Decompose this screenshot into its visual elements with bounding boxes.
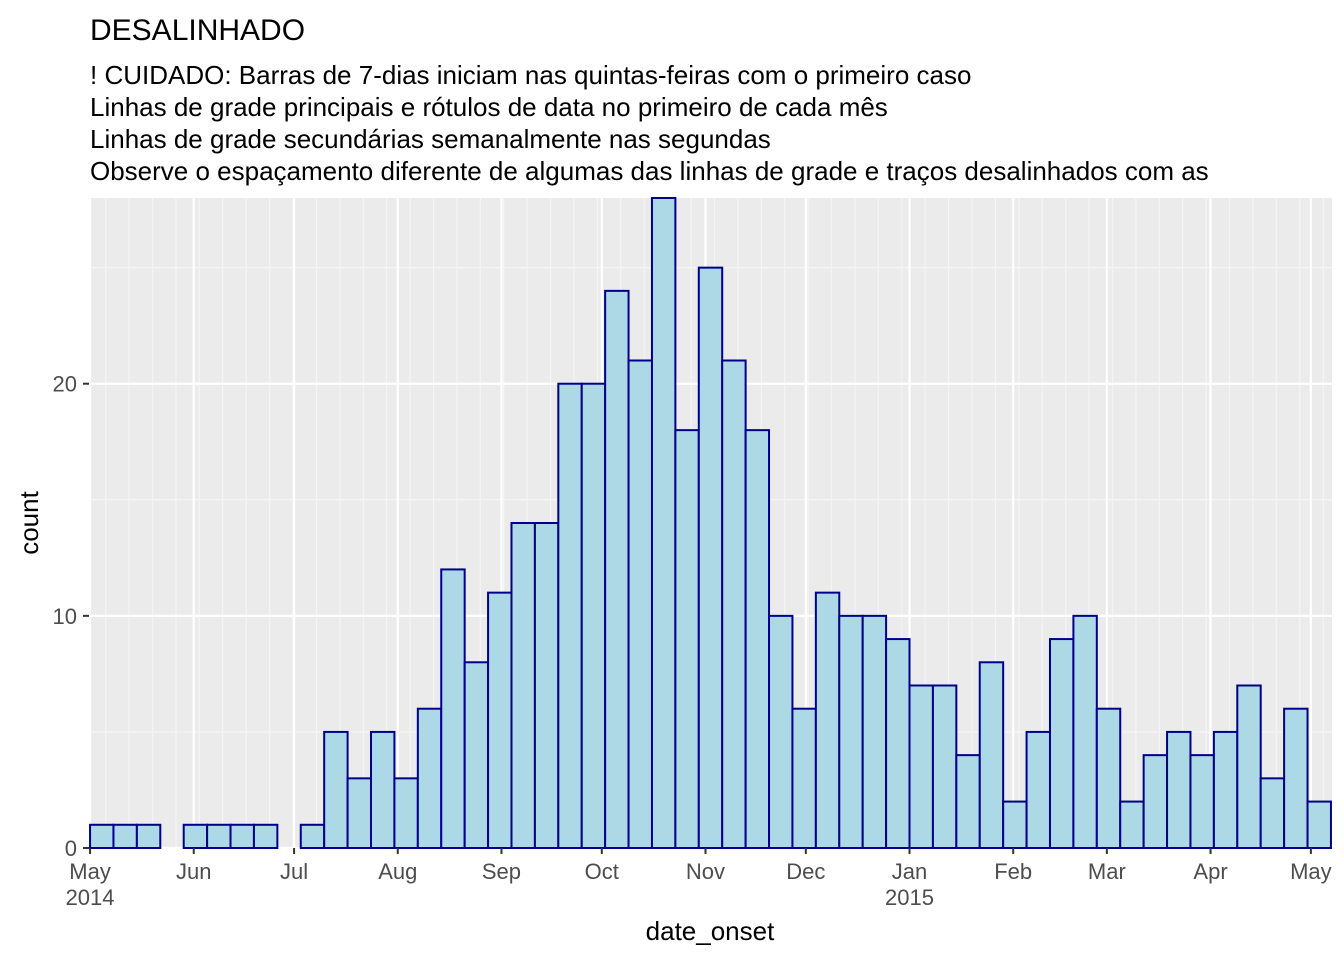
histogram-bar xyxy=(861,614,888,849)
chart-title: DESALINHADO xyxy=(90,14,305,47)
histogram-bar xyxy=(252,823,279,849)
histogram-bar xyxy=(206,823,232,849)
histogram-bar xyxy=(885,638,911,849)
histogram-bar xyxy=(299,823,326,849)
x-tick-label: Dec xyxy=(786,859,825,884)
chart-subtitle-line-3: Linhas de grade secundárias semanalmente… xyxy=(90,124,771,154)
histogram-bar xyxy=(814,591,841,850)
histogram-bar xyxy=(229,823,255,849)
histogram-bar xyxy=(908,684,934,849)
histogram-bar xyxy=(510,522,536,849)
y-axis: 0 10 20 xyxy=(53,372,89,861)
histogram-bar xyxy=(580,382,607,849)
histogram-bar xyxy=(1166,730,1192,850)
x-tick-label: Mar xyxy=(1088,859,1126,884)
bars xyxy=(89,197,1332,850)
histogram-bar xyxy=(791,707,817,850)
y-tick-label: 10 xyxy=(53,604,77,629)
histogram-bar xyxy=(978,661,1005,849)
y-tick-label: 20 xyxy=(53,372,77,397)
x-tick-label: Oct xyxy=(585,859,619,884)
histogram-bar xyxy=(697,266,724,849)
x-tick-label: Aug xyxy=(378,859,417,884)
x-axis-title: date_onset xyxy=(646,916,775,946)
histogram-bar xyxy=(1212,730,1239,850)
chart-subtitle-line-2: Linhas de grade principais e rótulos de … xyxy=(90,92,888,122)
histogram-bar xyxy=(1119,800,1145,849)
x-tick-label: May xyxy=(1290,859,1332,884)
histogram-bar xyxy=(487,591,513,850)
x-tick-label: Apr xyxy=(1193,859,1227,884)
histogram-bar xyxy=(1259,777,1286,849)
x-tick-label: Jan 2015 xyxy=(885,859,934,910)
histogram-bar xyxy=(323,730,349,850)
x-axis: May 2014 Jun Jul Aug Sep Oct Nov Dec Jan 2015 Feb Ma… xyxy=(66,848,1332,910)
histogram-bar xyxy=(346,777,373,849)
histogram-bar xyxy=(1048,638,1075,849)
y-tick-label: 0 xyxy=(65,836,77,861)
x-tick-label: Feb xyxy=(994,859,1032,884)
histogram-bar xyxy=(744,429,771,849)
chart-subtitle-line-4: Observe o espaçamento diferente de algum… xyxy=(90,156,1209,186)
x-tick-label: Nov xyxy=(686,859,725,884)
histogram-bar xyxy=(370,730,396,850)
histogram-bar xyxy=(1283,707,1309,850)
histogram-bar xyxy=(533,522,560,849)
histogram-bar xyxy=(931,684,958,849)
chart-subtitle-line-1: ! CUIDADO: Barras de 7-dias iniciam nas … xyxy=(90,60,971,90)
histogram-bar xyxy=(112,823,138,849)
histogram-bar xyxy=(463,661,490,849)
histogram-bar xyxy=(627,359,653,849)
histogram-bar xyxy=(1095,707,1122,850)
histogram-bar xyxy=(557,382,583,849)
histogram-bar xyxy=(135,823,162,849)
histogram-bar xyxy=(416,707,443,850)
x-tick-label: Sep xyxy=(482,859,521,884)
histogram-bar xyxy=(1142,754,1169,850)
histogram-bar xyxy=(650,197,677,849)
histogram-bar xyxy=(1189,754,1215,850)
histogram-bar xyxy=(1002,800,1028,849)
histogram-bar xyxy=(1025,730,1051,850)
histogram-bar xyxy=(674,429,700,849)
x-tick-label: Jun xyxy=(176,859,211,884)
histogram-bar xyxy=(1236,684,1262,849)
histogram-bar xyxy=(393,777,419,849)
histogram-bar xyxy=(721,359,747,849)
histogram-bar xyxy=(1072,614,1098,849)
x-tick-label: Jul xyxy=(280,859,308,884)
histogram-bar xyxy=(768,614,794,849)
y-axis-title: count xyxy=(14,490,44,554)
histogram-bar xyxy=(89,823,115,849)
histogram-bar xyxy=(604,289,630,850)
histogram-bar xyxy=(182,823,209,849)
histogram-bar xyxy=(838,614,864,849)
histogram-bar xyxy=(1306,800,1332,849)
histogram-bar xyxy=(440,568,466,850)
histogram-bar xyxy=(955,754,981,850)
x-tick-label: May 2014 xyxy=(66,859,115,910)
